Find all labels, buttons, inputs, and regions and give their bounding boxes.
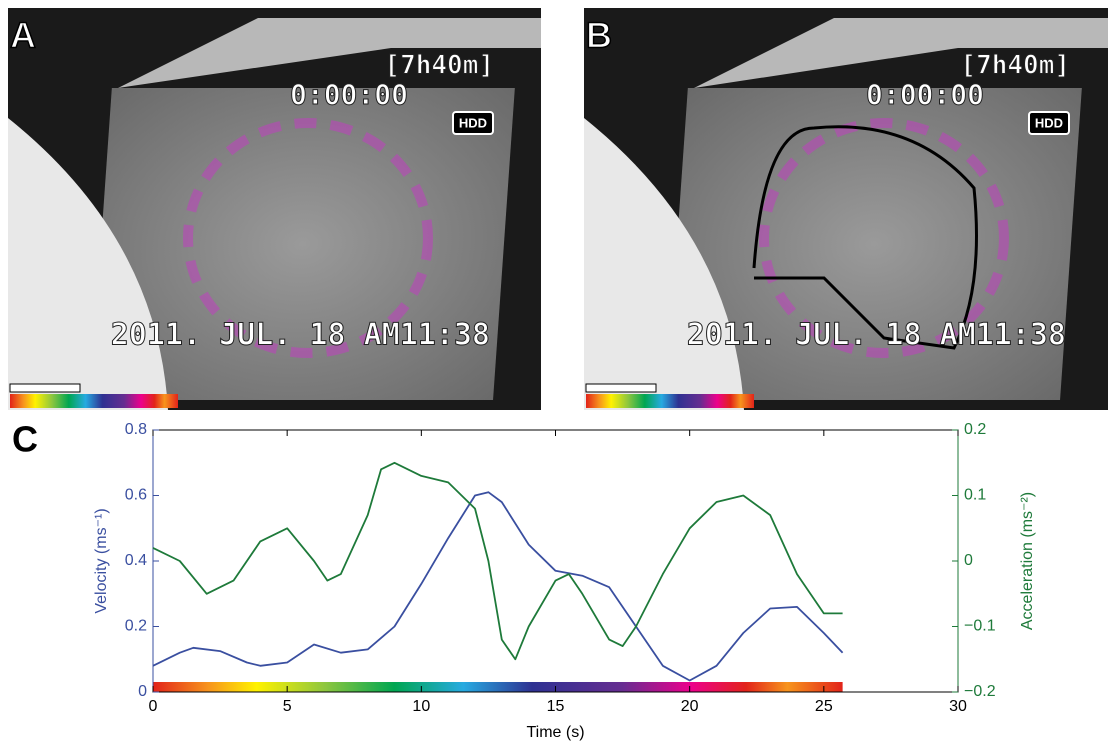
y2-tick-label: 0 xyxy=(964,552,973,569)
x-tick-label: 20 xyxy=(681,698,699,715)
photo-wall xyxy=(118,18,541,88)
color-key xyxy=(586,394,754,408)
osd-text: 2011. JUL. 18 AM11:38 xyxy=(687,318,1066,353)
y2-tick-label: 0.2 xyxy=(964,421,986,438)
osd-text: 0:00:00 xyxy=(290,78,408,111)
y2-tick-label: −0.1 xyxy=(964,618,996,635)
panel-label: C xyxy=(12,419,38,460)
y-tick-label: 0 xyxy=(138,683,147,700)
track xyxy=(759,118,1009,358)
panel-label: A xyxy=(10,15,36,56)
y-tick-label: 0.8 xyxy=(125,421,147,438)
x-tick-label: 10 xyxy=(412,698,430,715)
photo-wall xyxy=(8,118,168,410)
osd-badge xyxy=(452,111,494,135)
osd-text: 2011. JUL. 18 AM11:38 xyxy=(111,318,490,353)
y2-tick-label: 0.1 xyxy=(964,487,986,504)
series-line xyxy=(152,491,844,682)
osd-text: [7h40m] xyxy=(960,51,1070,81)
color-key xyxy=(10,394,178,408)
trajectory xyxy=(752,125,978,350)
panel-label: B xyxy=(586,15,612,56)
plot-frame xyxy=(152,429,959,693)
osd-text: HDD xyxy=(459,115,487,130)
photo-wall xyxy=(584,118,744,410)
photo-wall xyxy=(694,18,1108,88)
osd-badge xyxy=(1028,111,1070,135)
x-tick-label: 15 xyxy=(547,698,565,715)
osd-text: 0:00:00 xyxy=(866,78,984,111)
x-tick-label: 30 xyxy=(949,698,967,715)
osd-text: HDD xyxy=(1035,115,1063,130)
y-axis-label: Velocity (ms⁻¹) xyxy=(93,508,110,613)
colorbar xyxy=(153,682,843,692)
y2-tick-label: −0.2 xyxy=(964,683,996,700)
osd-text: [7h40m] xyxy=(384,51,494,81)
y-tick-label: 0.6 xyxy=(125,487,147,504)
y2-axis-label: Acceleration (ms⁻²) xyxy=(1019,492,1036,630)
x-tick-label: 25 xyxy=(815,698,833,715)
y-tick-label: 0.4 xyxy=(125,552,147,569)
series-line xyxy=(152,461,843,661)
scale-bar xyxy=(585,383,657,393)
track xyxy=(183,118,433,358)
x-tick-label: 0 xyxy=(149,698,158,715)
photo-floor xyxy=(90,88,515,400)
x-axis-label: Time (s) xyxy=(526,724,584,741)
x-tick-label: 5 xyxy=(283,698,292,715)
y-tick-label: 0.2 xyxy=(125,618,147,635)
scale-bar xyxy=(9,383,81,393)
